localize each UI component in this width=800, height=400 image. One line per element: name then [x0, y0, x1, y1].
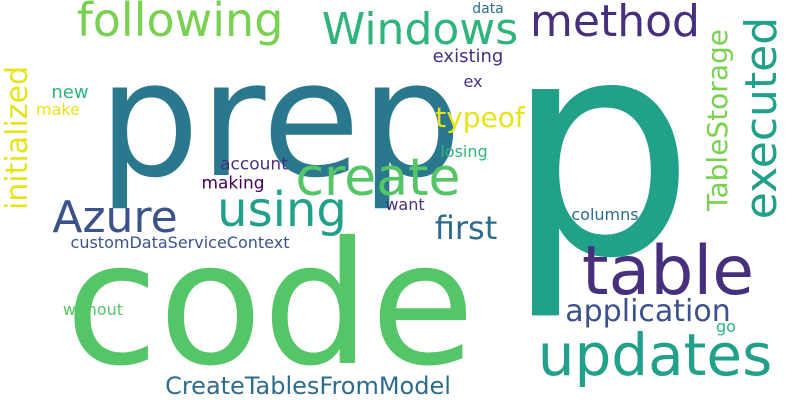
word-prep: prep: [98, 26, 462, 213]
word-windows: Windows: [321, 4, 519, 55]
word-data: data: [472, 1, 504, 17]
word-new: new: [51, 82, 89, 103]
word-account: account: [220, 154, 288, 175]
word-making: making: [201, 173, 265, 194]
word-want: want: [385, 195, 425, 214]
word-code: code: [65, 206, 475, 400]
word-application: application: [565, 294, 731, 329]
word-executed: executed: [736, 16, 787, 220]
word-updates: updates: [537, 321, 773, 389]
word-using: using: [217, 182, 347, 238]
word-ex: ex: [463, 72, 483, 91]
word-columns: columns: [571, 205, 639, 224]
word-typeof: typeof: [435, 101, 525, 134]
word-losing: losing: [440, 142, 488, 161]
word-following: following: [76, 0, 284, 47]
word-make: make: [36, 100, 80, 119]
word-azure: Azure: [52, 192, 178, 243]
word-customdataservicecontext: customDataServiceContext: [70, 233, 290, 252]
word-tablestorage: TableStorage: [701, 29, 734, 211]
word-table: table: [581, 232, 755, 311]
word-p: p: [504, 0, 696, 324]
word-createtablesfrommodel: CreateTablesFromModel: [165, 372, 451, 400]
word-create: create: [295, 148, 461, 208]
word-go: go: [716, 317, 736, 336]
word-without: without: [62, 300, 124, 319]
word-first: first: [434, 209, 498, 247]
word-initialized: initialized: [0, 65, 35, 211]
word-existing: existing: [432, 46, 504, 67]
word-method: method: [530, 0, 700, 47]
